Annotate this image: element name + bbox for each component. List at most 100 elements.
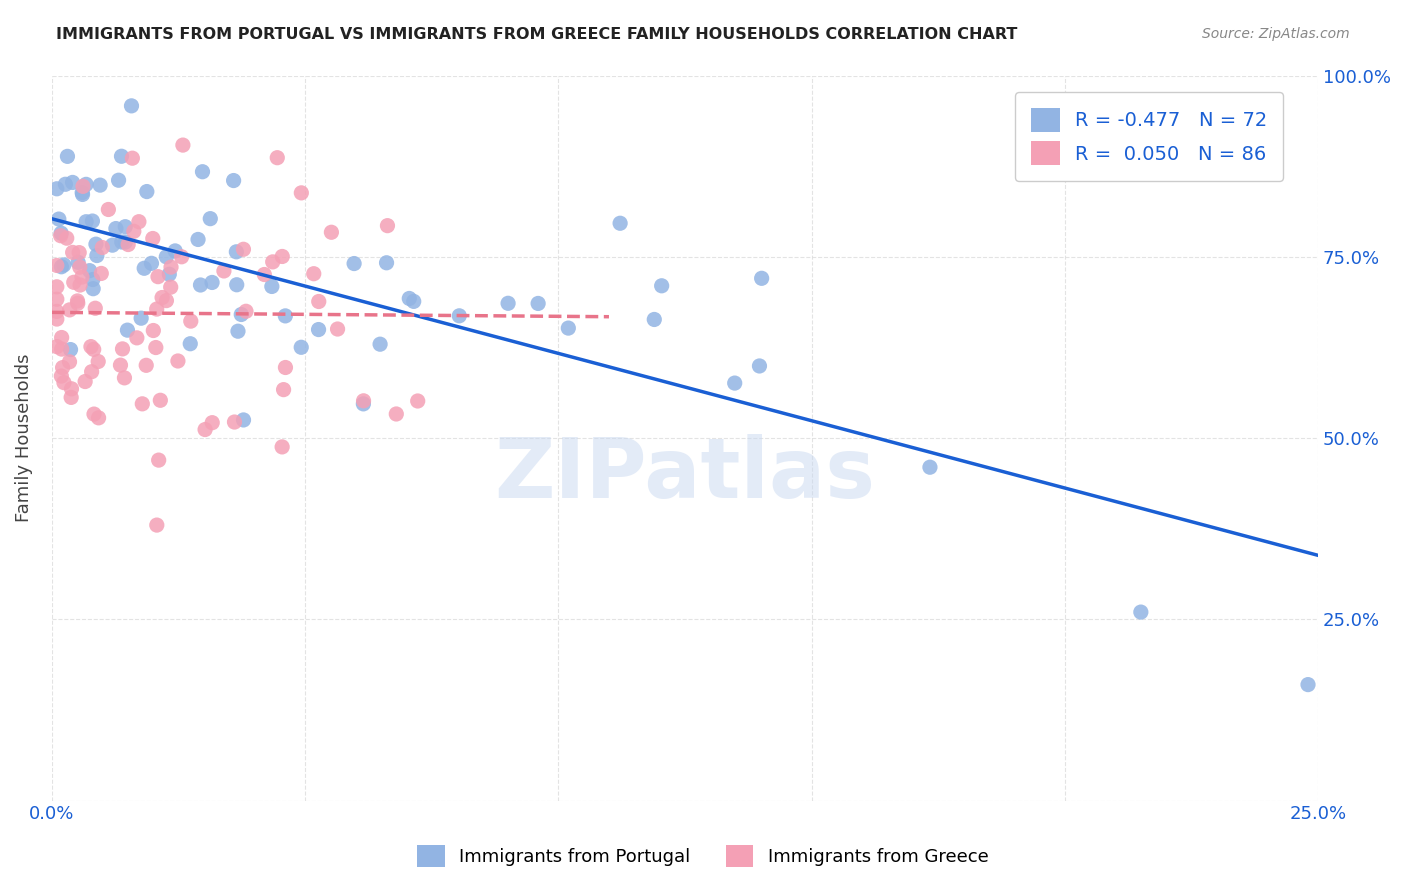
Point [75, 215, 97, 229]
Point [55, 231, 77, 245]
Point [75, 375, 97, 389]
Point [368, 337, 391, 351]
Point [226, 324, 249, 338]
Point [179, 336, 201, 351]
Point [91, 240, 114, 254]
Point [72, 187, 94, 202]
Point [82, 272, 104, 286]
Point [274, 360, 297, 375]
Point [87, 354, 110, 368]
Point [51, 369, 73, 384]
Point [51, 342, 73, 356]
Point [70, 186, 93, 200]
Point [58, 355, 80, 369]
Point [253, 268, 276, 282]
Point [67, 245, 90, 260]
Point [643, 312, 665, 326]
Point [326, 322, 349, 336]
Point [170, 250, 193, 264]
Point [191, 165, 214, 179]
Point [45, 280, 67, 294]
Point [180, 314, 202, 328]
Text: Source: ZipAtlas.com: Source: ZipAtlas.com [1202, 27, 1350, 41]
Point [402, 294, 425, 309]
Point [748, 359, 770, 373]
Point [398, 292, 420, 306]
Point [1296, 677, 1319, 691]
Point [114, 219, 136, 234]
Point [232, 413, 254, 427]
Point [225, 277, 247, 292]
Point [150, 291, 173, 305]
Point [271, 250, 294, 264]
Point [352, 397, 374, 411]
Point [131, 397, 153, 411]
Point [148, 453, 170, 467]
Point [262, 255, 284, 269]
Point [146, 269, 169, 284]
Point [62, 275, 84, 289]
Point [51, 260, 73, 274]
Point [273, 383, 295, 397]
Point [72, 179, 94, 194]
Point [290, 340, 312, 354]
Point [111, 342, 134, 356]
Point [449, 309, 471, 323]
Point [52, 258, 75, 272]
Point [271, 440, 294, 454]
Point [62, 176, 84, 190]
Point [97, 202, 120, 217]
Point [125, 331, 148, 345]
Point [212, 264, 235, 278]
Point [160, 260, 183, 274]
Point [83, 407, 105, 421]
Point [117, 323, 139, 337]
Point [222, 173, 245, 187]
Point [155, 250, 177, 264]
Point [918, 460, 941, 475]
Point [69, 260, 91, 275]
Point [290, 186, 312, 200]
Point [129, 311, 152, 326]
Point [157, 267, 180, 281]
Point [122, 224, 145, 238]
Point [150, 54, 173, 68]
Point [231, 308, 253, 322]
Point [165, 244, 187, 258]
Point [353, 393, 375, 408]
Point [128, 215, 150, 229]
Point [66, 293, 89, 308]
Point [146, 518, 169, 533]
Point [107, 173, 129, 187]
Text: ZIPatlas: ZIPatlas [495, 434, 876, 515]
Point [52, 376, 75, 390]
Point [84, 237, 107, 252]
Legend: Immigrants from Portugal, Immigrants from Greece: Immigrants from Portugal, Immigrants fro… [411, 838, 995, 874]
Point [82, 282, 104, 296]
Point [266, 151, 288, 165]
Point [80, 340, 103, 354]
Point [142, 324, 165, 338]
Point [60, 391, 83, 405]
Point [557, 321, 579, 335]
Point [135, 359, 157, 373]
Point [527, 296, 550, 310]
Point [59, 343, 82, 357]
Point [82, 214, 104, 228]
Point [84, 301, 107, 316]
Point [45, 182, 67, 196]
Point [343, 256, 366, 270]
Point [141, 256, 163, 270]
Point [377, 219, 399, 233]
Point [385, 407, 408, 421]
Point [201, 416, 224, 430]
Point [172, 138, 194, 153]
Point [52, 360, 75, 375]
Point [121, 151, 143, 165]
Point [260, 279, 283, 293]
Text: IMMIGRANTS FROM PORTUGAL VS IMMIGRANTS FROM GREECE FAMILY HOUSEHOLDS CORRELATION: IMMIGRANTS FROM PORTUGAL VS IMMIGRANTS F… [56, 27, 1018, 42]
Point [90, 267, 112, 281]
Point [149, 393, 172, 408]
Point [724, 376, 747, 390]
Point [104, 221, 127, 235]
